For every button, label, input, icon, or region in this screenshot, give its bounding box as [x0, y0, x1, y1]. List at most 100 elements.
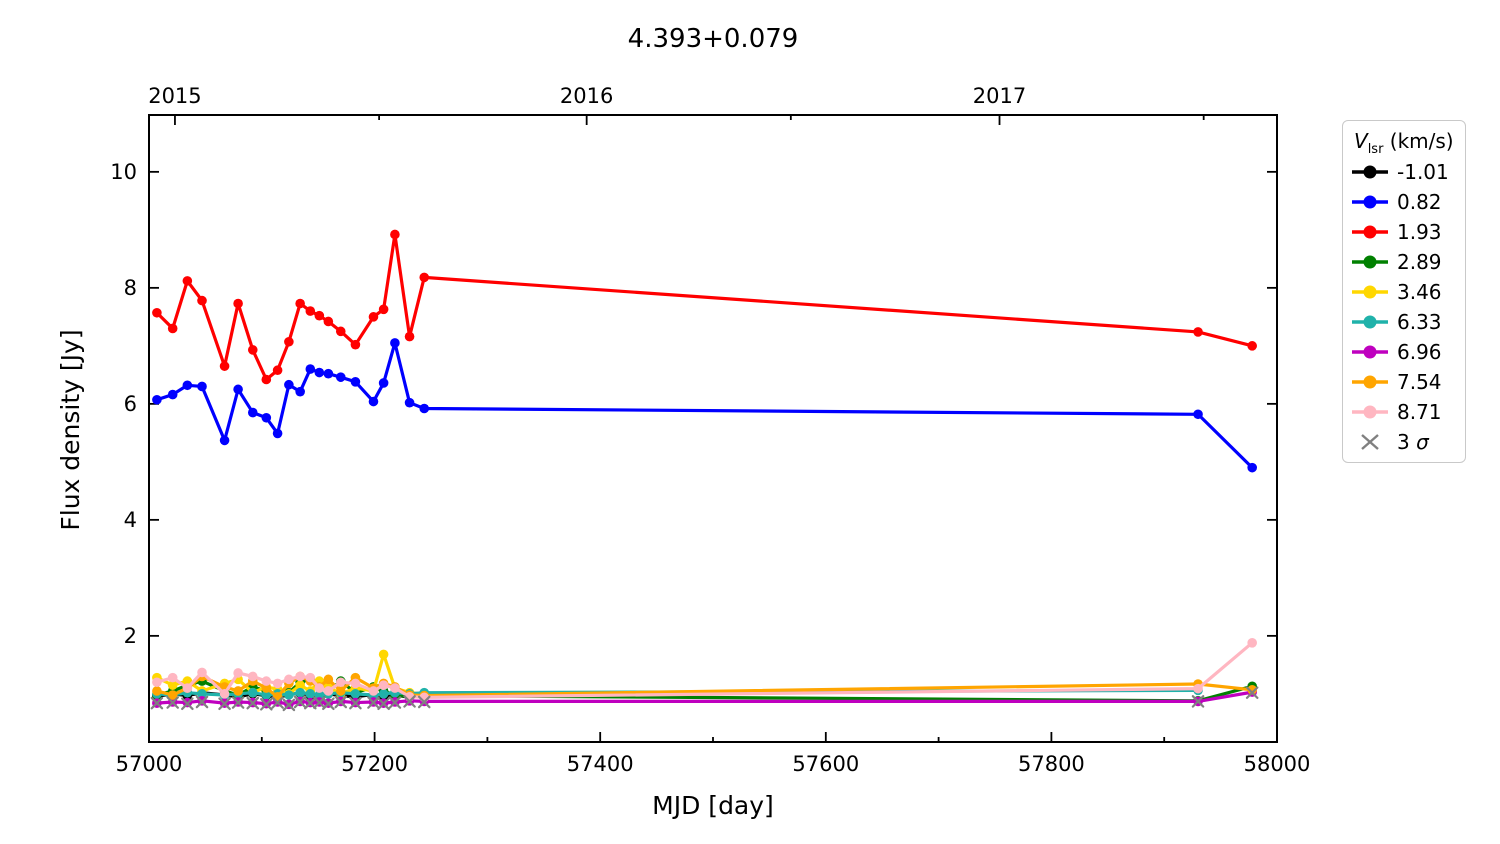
legend-item-label: 6.33	[1397, 310, 1442, 334]
x-tick-label: 57800	[1018, 752, 1085, 776]
sigma-x-marker	[349, 696, 362, 710]
legend-item-2.89: 2.89	[1343, 247, 1465, 277]
data-point	[335, 677, 346, 688]
data-point	[323, 368, 334, 379]
sigma-x-marker	[260, 697, 273, 711]
plot-border	[148, 114, 1278, 743]
data-point	[261, 374, 272, 385]
data-point	[182, 276, 193, 286]
series-line	[155, 341, 1254, 470]
sigma-x-marker	[304, 696, 317, 710]
legend-item-label: 3.46	[1397, 280, 1442, 304]
data-point	[305, 306, 316, 316]
x-axis-bottom: 57000 57200 57400 57600 57800 58000	[116, 732, 1311, 776]
sigma-x-marker	[322, 697, 335, 711]
x-tick-label: 57400	[567, 752, 634, 776]
year-tick-label: 2017	[973, 84, 1026, 108]
legend-line-icon	[1352, 345, 1388, 359]
sigma-x-marker	[218, 697, 231, 711]
series-line	[155, 688, 1200, 697]
data-point	[261, 412, 272, 423]
data-point	[197, 295, 207, 306]
data-point	[378, 689, 389, 699]
data-point	[247, 345, 258, 355]
data-point	[272, 365, 283, 376]
legend-item--1.01: -1.01	[1343, 157, 1465, 187]
data-point	[378, 680, 389, 690]
data-point	[284, 674, 294, 685]
x-axis-top-years: 2015 2016 2017	[148, 84, 1205, 125]
sigma-x-marker	[293, 695, 307, 709]
legend-title-subscript: lsr	[1367, 142, 1384, 157]
data-point	[335, 372, 346, 382]
series-1.93	[152, 229, 1257, 385]
data-point	[390, 338, 400, 348]
x-axis-label: MJD [day]	[652, 791, 774, 820]
data-point	[390, 229, 400, 240]
sigma-x-marker	[166, 696, 179, 709]
sigma-x-marker	[181, 697, 194, 711]
data-point	[167, 690, 178, 700]
data-point	[284, 336, 294, 347]
data-point	[1247, 684, 1257, 695]
data-point	[295, 687, 305, 698]
data-point	[233, 668, 243, 678]
data-point	[295, 298, 305, 309]
data-point	[247, 407, 258, 418]
sigma-x-marker	[282, 698, 296, 712]
legend-marker	[1363, 225, 1377, 239]
sigma-scatter	[150, 686, 1259, 712]
legend-line-icon	[1352, 285, 1388, 299]
data-point	[419, 272, 430, 283]
sigma-x-marker	[334, 695, 348, 709]
x-tick-label: 57000	[116, 752, 183, 776]
data-point	[233, 686, 243, 696]
legend-title-units: (km/s)	[1383, 129, 1454, 153]
sigma-x-marker	[1245, 686, 1259, 699]
legend-line-icon	[1352, 165, 1388, 179]
legend-line-icon	[1352, 255, 1388, 269]
y-tick-label: 4	[124, 508, 137, 532]
data-point	[167, 680, 178, 690]
data-point	[197, 381, 207, 392]
legend-line-icon	[1352, 315, 1388, 329]
legend-line-icon	[1352, 405, 1388, 419]
y-axis-label: Flux density [Jy]	[56, 329, 85, 531]
data-point	[261, 690, 272, 700]
legend-item-label: 1.93	[1397, 220, 1442, 244]
legend-item-8.71: 8.71	[1343, 397, 1465, 427]
sigma-x-icon	[1361, 434, 1379, 450]
x-tick-label: 58000	[1244, 752, 1311, 776]
sigma-x-marker	[417, 695, 431, 709]
data-point	[419, 403, 430, 414]
data-point	[404, 331, 415, 342]
legend-item-label: 0.82	[1397, 190, 1442, 214]
y-tick-label: 10	[110, 160, 137, 184]
legend-item-label: -1.01	[1397, 160, 1449, 184]
legend-item-label: 2.89	[1397, 250, 1442, 274]
data-point	[182, 380, 193, 391]
data-point	[378, 649, 389, 660]
data-point	[305, 689, 316, 699]
data-point	[167, 389, 178, 400]
data-point	[314, 310, 325, 321]
sigma-x-marker	[231, 696, 245, 709]
data-point	[323, 674, 334, 685]
data-point	[1193, 409, 1203, 420]
data-point	[378, 304, 389, 315]
legend-item-label: 3 σ	[1397, 430, 1429, 454]
legend-marker	[1363, 375, 1377, 389]
data-point	[219, 435, 230, 446]
data-point	[247, 671, 258, 682]
year-tick-label: 2016	[560, 84, 613, 108]
data-point	[295, 671, 305, 682]
data-point	[182, 683, 193, 693]
data-point	[368, 312, 379, 322]
legend-item-label: 6.96	[1397, 340, 1442, 364]
series-line	[155, 232, 1254, 382]
data-point	[284, 379, 294, 390]
legend-item-6.33: 6.33	[1343, 307, 1465, 337]
data-point	[261, 676, 272, 686]
